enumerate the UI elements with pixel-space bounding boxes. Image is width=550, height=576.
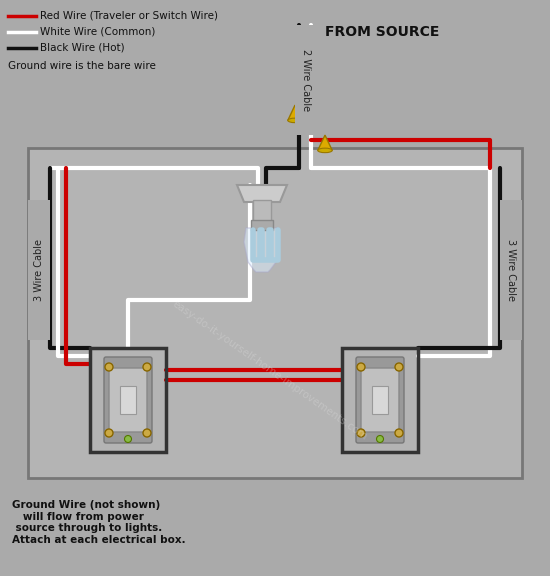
Text: Ground wire is the bare wire: Ground wire is the bare wire [8,61,156,71]
Circle shape [105,363,113,371]
Circle shape [143,429,151,437]
FancyBboxPatch shape [109,368,147,432]
Circle shape [357,363,365,371]
Polygon shape [288,105,302,120]
Text: easy-do-it-yourself-home-improvements.com: easy-do-it-yourself-home-improvements.co… [170,298,369,442]
Bar [251,220,273,230]
Ellipse shape [288,118,302,123]
FancyBboxPatch shape [356,357,404,443]
Text: 2 Wire Cable: 2 Wire Cable [301,49,311,111]
Bar [295,25,317,135]
Text: White Wire (Common): White Wire (Common) [40,27,155,37]
Text: Ground Wire (not shown)
   will flow from power
 source through to lights.
Attac: Ground Wire (not shown) will flow from p… [12,500,186,545]
Circle shape [124,435,131,442]
Circle shape [377,435,383,442]
Circle shape [105,429,113,437]
Polygon shape [237,185,287,202]
Bar [500,200,522,340]
Text: Black Wire (Hot): Black Wire (Hot) [40,43,125,53]
Bar [120,386,136,414]
Circle shape [395,429,403,437]
Bar [253,200,271,222]
Circle shape [143,363,151,371]
Text: FROM SOURCE: FROM SOURCE [325,25,439,39]
Text: 3 Wire Cable: 3 Wire Cable [506,239,516,301]
Bar [28,200,50,340]
FancyBboxPatch shape [361,368,399,432]
Bar [28,148,522,478]
Ellipse shape [318,148,332,153]
Text: Red Wire (Traveler or Switch Wire): Red Wire (Traveler or Switch Wire) [40,11,218,21]
Bar [90,348,166,452]
Bar [342,348,418,452]
Polygon shape [244,228,280,272]
FancyBboxPatch shape [104,357,152,443]
Circle shape [357,429,365,437]
Polygon shape [318,135,332,150]
Bar [372,386,388,414]
Circle shape [395,363,403,371]
Text: 3 Wire Cable: 3 Wire Cable [34,239,44,301]
